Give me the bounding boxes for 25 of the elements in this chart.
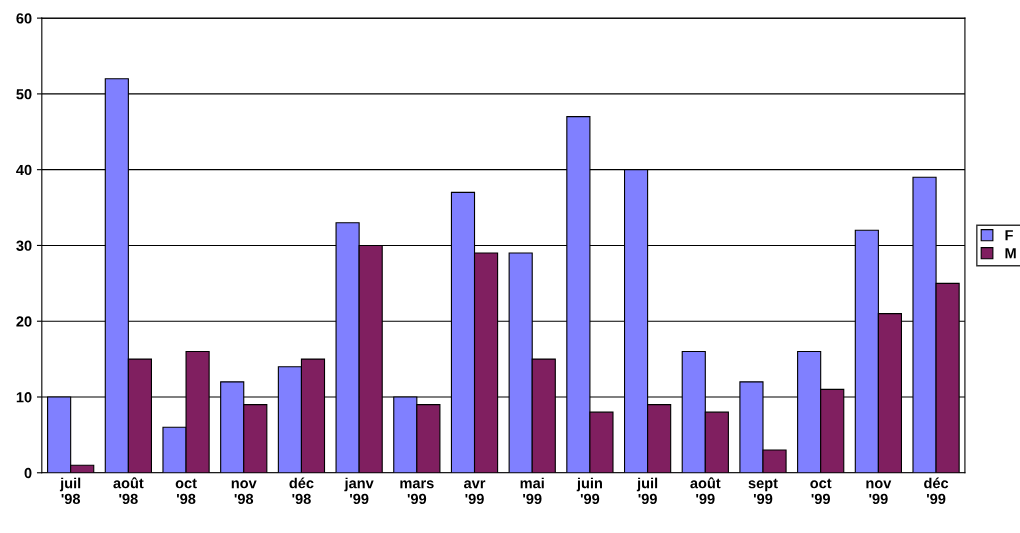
x-tick-label: oct '99 (810, 478, 832, 505)
x-tick-label: oct '98 (175, 478, 197, 505)
y-tick-label: 10 (16, 392, 32, 403)
y-tick-label: 50 (16, 89, 32, 100)
y-tick-label: 30 (16, 240, 32, 251)
x-tick-label: déc '99 (924, 477, 949, 505)
x-tick-label: mai '99 (520, 477, 544, 505)
legend-label: F (1005, 230, 1013, 241)
y-tick-label: 0 (24, 467, 32, 479)
x-tick-label: juil '99 (636, 477, 658, 505)
x-tick-label: janv '99 (344, 477, 374, 505)
x-tick-label: août '99 (690, 477, 721, 505)
legend-label: M (1005, 248, 1016, 259)
x-tick-label: mars '99 (400, 480, 434, 505)
y-tick-label: 20 (16, 316, 32, 327)
x-tick-label: juin '99 (576, 477, 602, 505)
x-tick-label: avr '99 (464, 480, 486, 505)
y-tick-label: 40 (16, 164, 32, 176)
x-tick-label: sept '99 (748, 478, 778, 505)
x-tick-label: nov '99 (866, 480, 892, 505)
x-tick-label: juil '98 (59, 477, 81, 505)
y-tick-label: 60 (16, 13, 32, 24)
x-tick-label: août '98 (113, 477, 144, 505)
x-tick-label: nov '98 (231, 480, 257, 505)
x-tick-label: déc '98 (289, 477, 314, 505)
